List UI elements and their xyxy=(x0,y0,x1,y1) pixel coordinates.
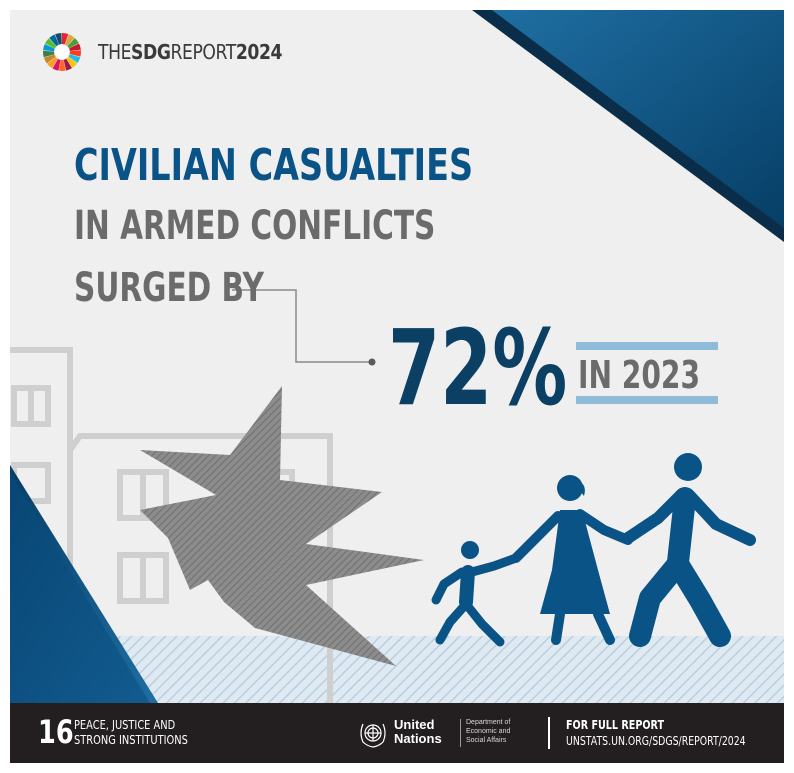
full-report-label: FOR FULL REPORT xyxy=(566,719,664,731)
footer-divider-2 xyxy=(548,717,550,749)
footer-bar: 16 PEACE, JUSTICE AND STRONG INSTITUTION… xyxy=(10,703,784,763)
un-emblem-icon xyxy=(358,718,388,748)
un-name: United Nations xyxy=(394,718,442,746)
goal-number: 16 xyxy=(38,716,74,748)
stat-percentage: 72% xyxy=(388,316,567,420)
headline-line-1: CIVILIAN CASUALTIES xyxy=(74,144,473,188)
footer-divider xyxy=(460,719,461,747)
headline-line-3: SURGED BY xyxy=(74,268,264,308)
sdg-color-wheel-icon xyxy=(42,32,82,72)
stat-period-box: IN 2023 xyxy=(576,342,718,404)
report-header: THESDGREPORT2024 xyxy=(42,32,312,72)
un-department: Department of Economic and Social Affair… xyxy=(466,718,510,745)
stat-period: IN 2023 xyxy=(578,356,700,394)
explosion-icon xyxy=(140,386,424,666)
fleeing-family-icon xyxy=(436,453,750,642)
report-title: THESDGREPORT2024 xyxy=(98,40,282,64)
infographic-card: THESDGREPORT2024 CIVILIAN CASUALTIES IN … xyxy=(10,10,784,763)
full-report-url[interactable]: UNSTATS.UN.ORG/SDGS/REPORT/2024 xyxy=(566,735,746,747)
period-bar-top xyxy=(576,342,718,350)
headline-line-2: IN ARMED CONFLICTS xyxy=(74,206,435,246)
goal-name: PEACE, JUSTICE AND STRONG INSTITUTIONS xyxy=(74,718,188,748)
period-bar-bottom xyxy=(576,396,718,404)
top-right-wedge xyxy=(472,10,784,242)
